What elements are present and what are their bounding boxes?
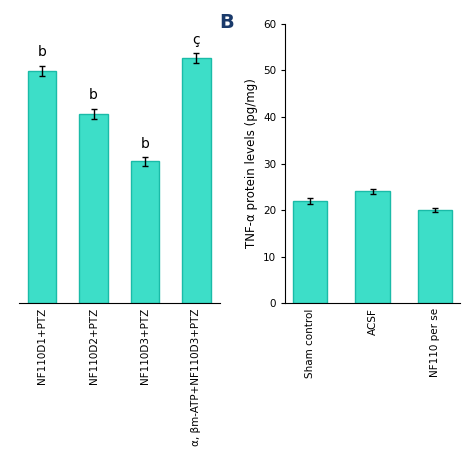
Bar [356,191,390,303]
Bar [293,201,328,303]
Text: B: B [219,12,234,31]
Bar [182,58,210,303]
Bar [80,114,108,303]
Bar [28,71,56,303]
Bar [418,210,452,303]
Bar [131,161,159,303]
Text: b: b [89,89,98,102]
Text: b: b [38,46,46,59]
Text: b: b [141,137,149,151]
Text: ç: ç [192,33,200,46]
Y-axis label: TNF-α protein levels (pg/mg): TNF-α protein levels (pg/mg) [245,79,257,248]
